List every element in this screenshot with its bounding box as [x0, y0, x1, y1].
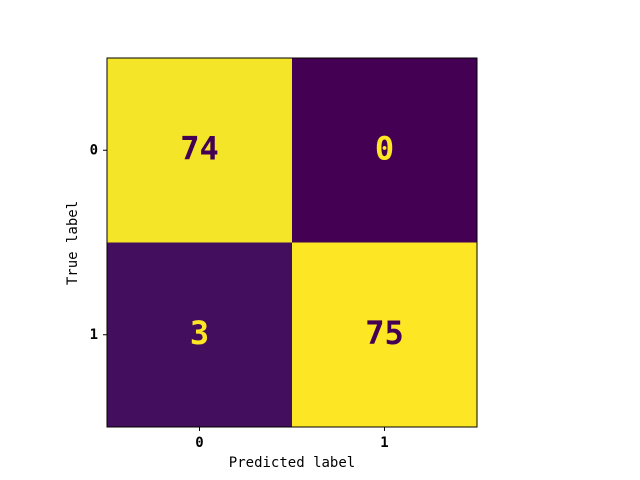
- x-tick-label: 1: [380, 435, 388, 451]
- cell-label: 0: [375, 129, 394, 167]
- plot-frame: [106, 57, 478, 428]
- y-tick-label: 0: [90, 142, 98, 158]
- y-tick-label: 1: [90, 327, 98, 343]
- cell-label: 3: [190, 314, 209, 352]
- y-axis-label: True label: [65, 201, 81, 285]
- cell: [107, 242, 292, 427]
- cell-label: 74: [180, 129, 219, 167]
- cell: [292, 58, 477, 243]
- cell: [292, 242, 477, 427]
- x-tick-label: 0: [195, 435, 203, 451]
- x-axis-label: Predicted label: [229, 455, 355, 471]
- cell-label: 75: [365, 314, 404, 352]
- cell: [107, 58, 292, 243]
